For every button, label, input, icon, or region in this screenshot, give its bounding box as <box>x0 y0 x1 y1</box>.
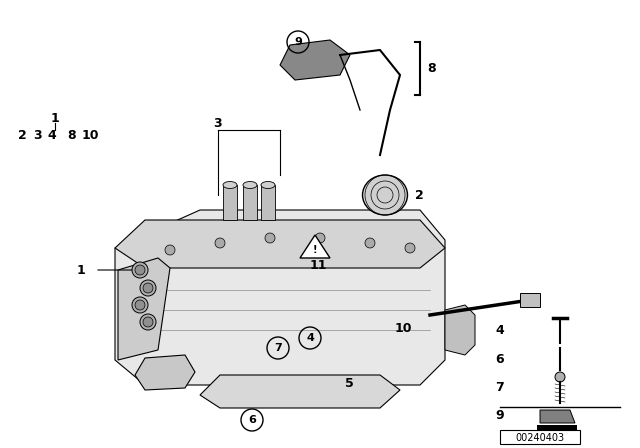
Circle shape <box>135 300 145 310</box>
Text: 4: 4 <box>306 333 314 343</box>
Text: 11: 11 <box>309 258 327 271</box>
Circle shape <box>165 245 175 255</box>
Ellipse shape <box>261 181 275 189</box>
Circle shape <box>140 314 156 330</box>
Polygon shape <box>300 235 330 258</box>
Bar <box>261 185 275 220</box>
Text: 1: 1 <box>51 112 60 125</box>
Text: 6: 6 <box>496 353 504 366</box>
Bar <box>537 425 577 430</box>
Polygon shape <box>445 305 475 355</box>
Ellipse shape <box>362 175 408 215</box>
Circle shape <box>135 265 145 275</box>
Text: 9: 9 <box>496 409 504 422</box>
Text: 3: 3 <box>34 129 42 142</box>
Circle shape <box>143 283 153 293</box>
Ellipse shape <box>223 181 237 189</box>
Polygon shape <box>540 410 575 423</box>
Text: 2: 2 <box>415 189 424 202</box>
Polygon shape <box>200 375 400 408</box>
Text: 9: 9 <box>294 37 302 47</box>
Circle shape <box>132 262 148 278</box>
Text: 1: 1 <box>76 263 85 276</box>
Polygon shape <box>115 210 445 385</box>
Text: !: ! <box>313 245 317 255</box>
Bar <box>520 293 540 307</box>
Text: 6: 6 <box>248 415 256 425</box>
Circle shape <box>215 238 225 248</box>
Bar <box>243 185 257 220</box>
Circle shape <box>405 243 415 253</box>
Text: 4: 4 <box>47 129 56 142</box>
Text: 7: 7 <box>495 380 504 393</box>
Bar <box>500 430 580 444</box>
Circle shape <box>365 238 375 248</box>
Circle shape <box>140 280 156 296</box>
Polygon shape <box>280 40 350 80</box>
Circle shape <box>143 317 153 327</box>
Polygon shape <box>115 220 445 268</box>
Circle shape <box>132 297 148 313</box>
Text: 4: 4 <box>495 323 504 336</box>
Text: 10: 10 <box>395 322 413 335</box>
Text: 3: 3 <box>214 116 222 129</box>
Text: 10: 10 <box>81 129 99 142</box>
Text: 8: 8 <box>68 129 76 142</box>
Ellipse shape <box>243 181 257 189</box>
Polygon shape <box>135 355 195 390</box>
Bar <box>223 185 237 220</box>
Text: 2: 2 <box>18 129 26 142</box>
Polygon shape <box>118 258 170 360</box>
Circle shape <box>265 233 275 243</box>
Circle shape <box>555 372 565 382</box>
Text: 8: 8 <box>427 61 436 74</box>
Text: 5: 5 <box>345 376 354 389</box>
Text: 7: 7 <box>274 343 282 353</box>
Circle shape <box>315 233 325 243</box>
Text: 00240403: 00240403 <box>515 433 564 443</box>
